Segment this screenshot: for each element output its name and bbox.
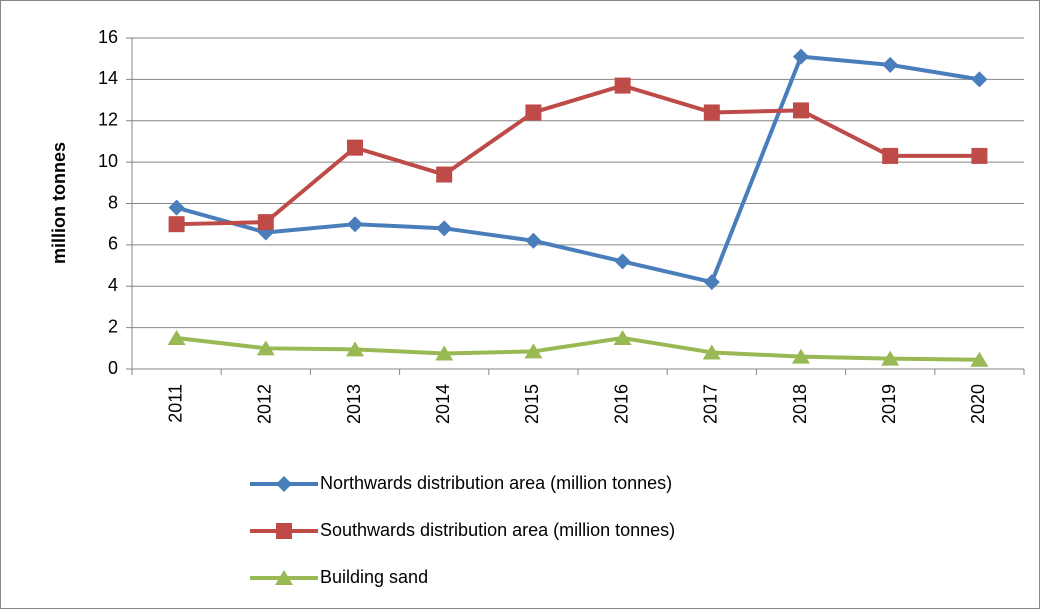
x-tick-label: 2014: [433, 384, 453, 424]
x-tick-label: 2011: [165, 384, 185, 423]
y-tick-label: 10: [98, 151, 118, 171]
legend-marker: [275, 570, 293, 585]
x-tick-label: 2019: [879, 384, 899, 424]
legend-marker: [276, 523, 292, 539]
series-line: [176, 335, 980, 362]
series-line: [176, 83, 980, 227]
legend-label: Northwards distribution area (million to…: [320, 473, 672, 493]
data-point: [614, 77, 631, 94]
legend-marker: [276, 476, 292, 492]
data-point: [525, 232, 542, 249]
x-tick-label: 2012: [255, 384, 275, 424]
y-tick-label: 16: [98, 27, 118, 47]
y-tick-label: 14: [98, 68, 118, 88]
series-line: [176, 54, 980, 285]
y-axis-label: million tonnes: [49, 142, 69, 264]
y-tick-label: 2: [108, 316, 118, 336]
data-point: [168, 216, 185, 233]
data-point: [346, 341, 364, 357]
y-tick-label: 6: [108, 234, 118, 254]
data-point: [347, 139, 363, 156]
data-point: [882, 147, 899, 164]
data-point: [971, 147, 988, 164]
data-point: [793, 48, 809, 65]
y-tick-label: 4: [108, 275, 118, 295]
data-point: [970, 351, 989, 367]
x-tick-label: 2017: [701, 384, 721, 424]
y-tick-label: 8: [108, 192, 118, 212]
data-point: [882, 56, 899, 73]
data-point: [703, 104, 720, 121]
data-point: [613, 329, 632, 345]
x-tick-label: 2013: [344, 384, 364, 424]
data-point: [881, 350, 900, 366]
data-point: [436, 220, 453, 237]
data-point: [347, 216, 363, 233]
legend-label: Southwards distribution area (million to…: [320, 520, 675, 540]
data-point: [793, 102, 809, 119]
data-point: [971, 71, 988, 88]
data-point: [525, 104, 542, 121]
data-point: [435, 345, 454, 361]
data-point: [257, 214, 274, 231]
x-tick-label: 2020: [968, 384, 988, 424]
data-point: [524, 343, 543, 359]
y-tick-label: 12: [98, 110, 118, 130]
data-point: [703, 274, 720, 291]
data-point: [436, 166, 453, 183]
x-tick-label: 2015: [522, 384, 542, 424]
data-point: [792, 348, 810, 364]
data-point: [168, 199, 185, 216]
data-point: [256, 340, 275, 356]
y-tick-label: 0: [108, 358, 118, 378]
x-tick-label: 2018: [790, 384, 810, 424]
data-point: [614, 253, 631, 270]
data-point: [167, 329, 186, 345]
legend-label: Building sand: [320, 567, 428, 587]
x-tick-label: 2016: [611, 384, 631, 424]
data-point: [702, 344, 721, 360]
